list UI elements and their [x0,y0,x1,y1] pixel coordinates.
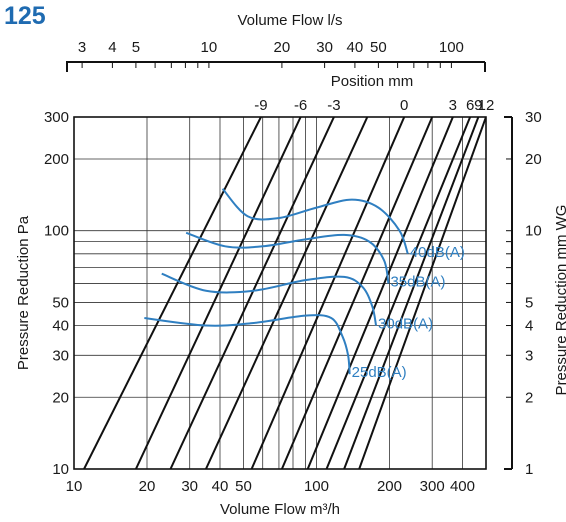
position-line [169,117,335,469]
right-tick-label: 2 [525,389,533,406]
position-lines [83,117,486,469]
position-tick-label: -9 [254,97,267,114]
position-line [83,117,262,469]
plot-border [73,116,487,470]
bottom-tick-label: 400 [450,478,475,495]
bottom-tick-label: 40 [212,478,229,495]
bottom-tick-label: 300 [420,478,445,495]
noise-curve-label: 35dB(A) [390,274,445,291]
noise-curve-label: 30dB(A) [378,316,433,333]
position-tick-label: 6 [466,97,474,114]
position-line [250,117,406,469]
left-tick-label: 200 [44,151,69,168]
position-line [358,117,486,469]
left-tick-label: 300 [44,109,69,126]
left-tick-label: 30 [52,347,69,364]
position-tick-label: 3 [449,97,457,114]
left-tick-label: 20 [52,389,69,406]
top-tick-label: 10 [201,39,218,56]
left-tick-label: 100 [44,223,69,240]
noise-curve-label: 25dB(A) [352,364,407,381]
bottom-tick-label: 20 [139,478,156,495]
position-line [306,117,454,469]
plot-frame [73,116,487,470]
bottom-tick-label: 200 [377,478,402,495]
top-tick-label: 30 [316,39,333,56]
right-tick-label: 3 [525,347,533,364]
noise-curves: 25dB(A) 30dB(A) 35dB(A) 40dB(A) [144,188,465,381]
duct-size-label: 125 [4,2,46,30]
bottom-axis-label: Volume Flow m³/h [220,501,340,518]
left-axis-label: Pressure Reduction Pa [15,215,32,370]
bottom-tick-label: 10 [66,478,83,495]
top-tick-label: 20 [274,39,291,56]
top-tick-label: 100 [439,39,464,56]
position-line [325,117,472,469]
right-tick-label: 30 [525,109,542,126]
right-tick-label: 1 [525,461,533,478]
top-axis: 3 4 5 10 20 30 40 50 100 [66,39,486,72]
bottom-tick-label: 100 [304,478,329,495]
position-line [205,117,369,469]
right-axis-label: Pressure Reduction mm WG [553,205,566,396]
left-tick-label: 40 [52,318,69,335]
bottom-tick-labels: 10 20 30 40 50 100 200 300 400 [66,478,475,495]
right-tick-label: 20 [525,151,542,168]
position-tick-label: 9 [474,97,482,114]
position-line [280,117,434,469]
right-tick-label: 5 [525,294,533,311]
top-tick-label: 50 [370,39,387,56]
left-tick-labels: 10 20 30 40 50 100 200 300 [44,109,69,478]
right-tick-label: 10 [525,223,542,240]
bottom-tick-label: 30 [181,478,198,495]
right-axis: 1 2 3 4 5 10 20 30 [504,109,542,478]
right-tick-label: 4 [525,318,533,335]
position-line [343,117,480,469]
position-axis-label: Position mm [331,73,414,90]
left-tick-label: 50 [52,294,69,311]
noise-curve [185,231,390,284]
left-tick-label: 10 [52,461,69,478]
top-tick-label: 3 [78,39,86,56]
position-tick-label: -3 [327,97,340,114]
noise-curve-label: 40dB(A) [410,244,465,261]
top-tick-label: 5 [132,39,140,56]
position-tick-labels: -9 -6 -3 0 3 6 912 [254,97,494,114]
top-tick-label: 40 [347,39,364,56]
noise-curve [221,188,409,255]
position-tick-label: 12 [478,97,495,114]
grid [74,117,486,469]
position-tick-label: 0 [400,97,408,114]
top-axis-label: Volume Flow l/s [237,12,342,29]
noise-curve [161,272,378,326]
noise-curve [144,314,351,375]
position-tick-label: -6 [294,97,307,114]
top-tick-label: 4 [108,39,116,56]
bottom-tick-label: 50 [235,478,252,495]
